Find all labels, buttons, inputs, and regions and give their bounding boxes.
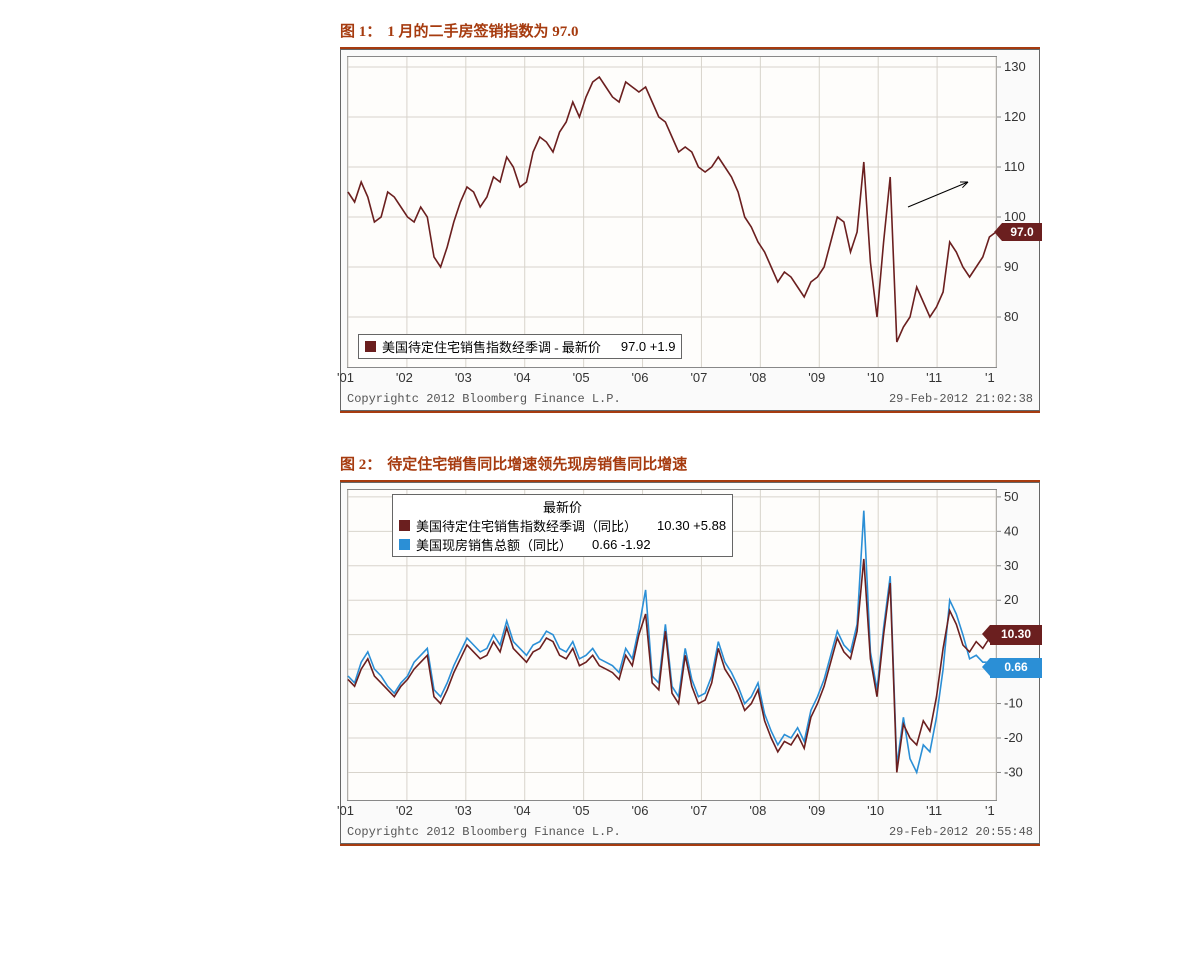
svg-text:120: 120 [1004, 109, 1026, 124]
x-tick-label: '09 [808, 370, 825, 385]
x-tick-label: '04 [514, 803, 531, 818]
svg-text:80: 80 [1004, 309, 1018, 324]
x-tick-label: '01 [337, 370, 354, 385]
figure-1-title: 图 1： 1 月的二手房签销指数为 97.0 [340, 20, 1040, 49]
figure-1-prefix: 图 1： [340, 24, 381, 40]
chart-2-copyright: Copyrightc 2012 Bloomberg Finance L.P. [347, 825, 621, 839]
chart-1-frame: 8090100110120130 美国待定住宅销售指数经季调 - 最新价 97.… [340, 49, 1040, 411]
svg-text:-20: -20 [1004, 730, 1023, 745]
chart-1-timestamp: 29-Feb-2012 21:02:38 [889, 392, 1033, 406]
chart-2-legend-title: 最新价 [399, 497, 726, 516]
x-tick-label: '08 [749, 803, 766, 818]
chart-1-flag-value: 97.0 [1010, 225, 1033, 239]
svg-text:100: 100 [1004, 209, 1026, 224]
legend-swatch-icon [365, 341, 376, 352]
svg-text:-10: -10 [1004, 696, 1023, 711]
x-tick-label: '04 [514, 370, 531, 385]
x-tick-label: '06 [632, 370, 649, 385]
svg-text:50: 50 [1004, 489, 1018, 504]
chart-2-value-flag-1: 10.30 [990, 625, 1042, 645]
svg-text:90: 90 [1004, 259, 1018, 274]
chart-2-footer: Copyrightc 2012 Bloomberg Finance L.P. 2… [341, 823, 1039, 843]
chart-2-x-labels: '01'02'03'04'05'06'07'08'09'10'11'1 [347, 803, 995, 823]
x-tick-label: '11 [926, 803, 942, 818]
x-tick-label: '02 [396, 803, 413, 818]
figure-1-title-text: 1 月的二手房签销指数为 97.0 [387, 24, 578, 40]
x-tick-label: '1 [985, 803, 995, 818]
chart-2-flag-1-value: 10.30 [1001, 627, 1031, 641]
x-tick-label: '08 [749, 370, 766, 385]
legend-swatch-icon [399, 520, 410, 531]
chart-2-timestamp: 29-Feb-2012 20:55:48 [889, 825, 1033, 839]
chart-1-legend: 美国待定住宅销售指数经季调 - 最新价 97.0 +1.9 [358, 334, 682, 359]
x-tick-label: '10 [867, 370, 884, 385]
x-tick-label: '03 [455, 803, 472, 818]
svg-text:20: 20 [1004, 592, 1018, 607]
svg-text:-30: -30 [1004, 764, 1023, 779]
chart-2-legend-2-values: 0.66 -1.92 [592, 537, 651, 552]
chart-2-plot: -30-20-1001020304050 最新价 美国待定住宅销售指数经季调（同… [347, 489, 997, 801]
x-tick-label: '06 [632, 803, 649, 818]
figure-2-title-text: 待定住宅销售同比增速领先现房销售同比增速 [387, 457, 687, 473]
chart-1-footer: Copyrightc 2012 Bloomberg Finance L.P. 2… [341, 390, 1039, 410]
x-tick-label: '05 [573, 370, 590, 385]
chart-2-flag-2-value: 0.66 [1004, 660, 1027, 674]
chart-1-legend-name: 美国待定住宅销售指数经季调 - 最新价 [382, 337, 601, 356]
x-tick-label: '10 [867, 803, 884, 818]
svg-text:110: 110 [1004, 159, 1025, 174]
svg-text:30: 30 [1004, 558, 1018, 573]
chart-1-legend-values: 97.0 +1.9 [621, 339, 676, 354]
x-tick-label: '11 [926, 370, 942, 385]
figure-2-prefix: 图 2： [340, 457, 381, 473]
chart-2-legend: 最新价 美国待定住宅销售指数经季调（同比） 10.30 +5.88 美国现房销售… [392, 494, 733, 557]
x-tick-label: '01 [337, 803, 354, 818]
figure-2: 图 2： 待定住宅销售同比增速领先现房销售同比增速 -30-20-10010203… [340, 453, 1040, 846]
chart-2-legend-1-name: 美国待定住宅销售指数经季调（同比） [416, 516, 637, 535]
x-tick-label: '03 [455, 370, 472, 385]
chart-1-svg: 8090100110120130 [348, 57, 996, 367]
figure-1-rule [340, 411, 1040, 413]
chart-2-legend-2-name: 美国现房销售总额（同比） [416, 535, 572, 554]
svg-text:40: 40 [1004, 523, 1018, 538]
figure-2-title: 图 2： 待定住宅销售同比增速领先现房销售同比增速 [340, 453, 1040, 482]
chart-2-legend-1-values: 10.30 +5.88 [657, 518, 726, 533]
x-tick-label: '07 [690, 803, 707, 818]
chart-2-value-flag-2: 0.66 [990, 658, 1042, 678]
chart-1-x-labels: '01'02'03'04'05'06'07'08'09'10'11'1 [347, 370, 995, 390]
x-tick-label: '07 [690, 370, 707, 385]
x-tick-label: '05 [573, 803, 590, 818]
chart-1-value-flag: 97.0 [1002, 223, 1042, 241]
x-tick-label: '1 [985, 370, 995, 385]
figure-2-rule [340, 844, 1040, 846]
svg-text:130: 130 [1004, 59, 1026, 74]
x-tick-label: '09 [808, 803, 825, 818]
legend-swatch-icon [399, 539, 410, 550]
figure-1: 图 1：1 月的二手房签销指数为 97.0 8090100110120130 美… [340, 20, 1040, 413]
chart-1-plot: 8090100110120130 美国待定住宅销售指数经季调 - 最新价 97.… [347, 56, 997, 368]
x-tick-label: '02 [396, 370, 413, 385]
chart-2-frame: -30-20-1001020304050 最新价 美国待定住宅销售指数经季调（同… [340, 482, 1040, 844]
chart-1-copyright: Copyrightc 2012 Bloomberg Finance L.P. [347, 392, 621, 406]
